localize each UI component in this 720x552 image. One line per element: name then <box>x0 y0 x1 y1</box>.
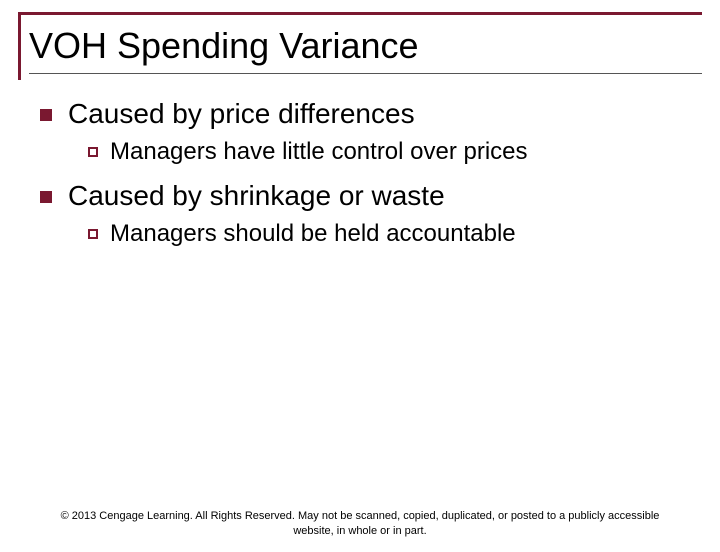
bullet-text: Managers should be held accountable <box>110 220 516 248</box>
bullet-text: Managers have little control over prices <box>110 138 528 166</box>
copyright-footer: © 2013 Cengage Learning. All Rights Rese… <box>0 509 720 538</box>
square-bullet-icon <box>40 191 52 203</box>
hollow-square-bullet-icon <box>88 229 98 239</box>
title-frame: VOH Spending Variance <box>18 12 702 80</box>
slide-body: Caused by price differences Managers hav… <box>40 98 680 248</box>
bullet-text: Caused by shrinkage or waste <box>68 180 445 212</box>
slide-title: VOH Spending Variance <box>29 25 702 74</box>
bullet-level2: Managers should be held accountable <box>88 220 680 248</box>
bullet-text: Caused by price differences <box>68 98 415 130</box>
hollow-square-bullet-icon <box>88 147 98 157</box>
bullet-level2: Managers have little control over prices <box>88 138 680 166</box>
bullet-level1: Caused by price differences <box>40 98 680 130</box>
square-bullet-icon <box>40 109 52 121</box>
bullet-level1: Caused by shrinkage or waste <box>40 180 680 212</box>
